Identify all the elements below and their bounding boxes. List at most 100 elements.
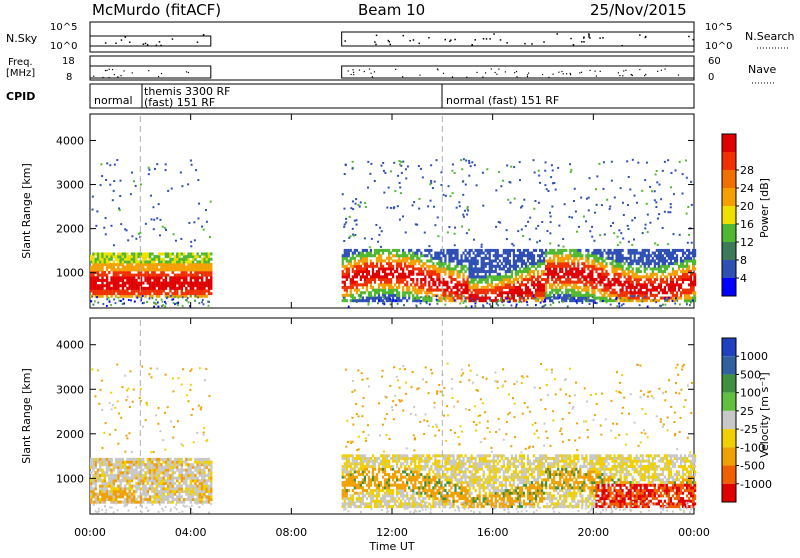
power-cell [664,275,666,278]
velocity-cell [342,470,344,473]
power-cell [156,255,158,258]
power-cell [531,257,533,260]
power-cell [396,254,398,257]
power-cell [613,294,615,297]
velocity-cell [108,485,110,488]
power-cell [153,306,155,308]
power-cell [571,275,573,278]
power-cell [597,275,599,278]
velocity-cell [95,461,97,464]
power-cell [682,281,684,284]
velocity-cell [119,501,121,504]
power-cell [561,265,563,268]
power-cell [412,265,414,268]
power-cell [511,265,513,268]
power-cell [587,267,589,270]
power-cell [203,274,205,277]
power-cell [416,249,418,252]
power-cell [573,257,575,260]
velocity-cell [169,461,171,464]
power-cell [464,210,466,212]
power-cell [362,273,364,276]
power-cell [106,258,108,261]
power-cell [599,273,601,276]
power-cell [172,284,174,287]
velocity-cell [346,473,348,476]
power-cell [463,158,465,160]
power-cell [555,278,557,281]
power-cell [458,289,460,292]
power-cell [497,289,499,292]
power-cell [344,249,346,252]
power-cell [380,275,382,278]
velocity-cell [344,462,346,465]
power-cell [135,238,137,240]
power-cell [410,270,412,273]
power-cell [629,188,631,190]
power-cell [206,289,208,292]
power-cell [406,254,408,257]
power-cell [577,270,579,273]
power-cell [119,258,121,261]
velocity-cell [176,458,178,461]
velocity-cell [147,479,149,482]
power-cell [386,267,388,270]
power-cell [557,283,559,286]
power-cell [479,267,481,270]
power-cell [181,268,183,271]
power-cell [632,249,634,252]
velocity-cell [113,493,115,496]
power-cell [153,274,155,277]
power-cell [438,275,440,278]
power-cell [352,278,354,281]
velocity-cell [348,462,350,465]
power-cell [589,303,591,305]
power-cell [646,262,648,265]
power-cell [378,283,380,286]
power-cell [92,258,94,261]
power-cell [446,286,448,289]
power-cell [481,278,483,281]
power-cell [95,276,97,279]
velocity-cell [135,498,137,501]
power-cell [348,273,350,276]
power-cell [156,279,158,282]
power-cell [694,273,696,276]
power-cell [434,252,436,255]
power-cell [412,257,414,260]
power-cell [404,262,406,265]
power-cell [507,267,509,270]
power-cell [346,265,348,268]
velocity-cell [110,477,112,480]
power-cell [378,286,380,289]
power-cell [615,252,617,255]
power-cell [543,270,545,273]
power-cell [185,276,187,279]
freq-point [495,72,496,73]
power-cell [151,252,153,255]
power-cell [436,278,438,281]
power-cell [165,169,167,171]
power-cell [187,255,189,258]
velocity-cell [165,490,167,493]
power-cell [523,199,525,201]
power-cell [549,297,551,300]
power-cell [372,299,374,302]
power-cell [380,289,382,292]
velocity-cell [346,492,348,495]
power-cell [388,294,390,297]
power-cell [190,279,192,282]
power-cell [398,297,400,300]
power-cell [210,274,212,277]
power-cell [547,190,549,192]
velocity-cell [113,482,115,485]
power-cell [607,294,609,297]
power-cell [151,258,153,261]
velocity-cell [92,482,94,485]
power-cell [156,295,158,298]
power-cell [464,270,466,273]
velocity-cell [117,479,119,482]
power-cell [420,254,422,257]
power-cell [471,291,473,294]
velocity-cell [187,490,189,493]
